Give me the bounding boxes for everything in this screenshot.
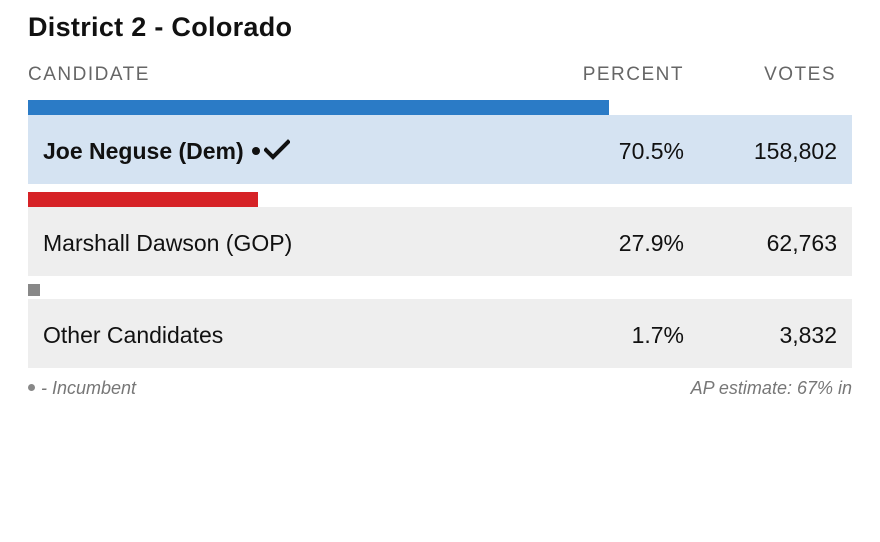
candidate-row-dawson: Marshall Dawson (GOP) 27.9% 62,763 <box>28 192 852 276</box>
candidate-name-label: Other Candidates <box>43 322 224 348</box>
candidate-name: Other Candidates <box>43 321 223 349</box>
candidate-name-label: Marshall Dawson (GOP) <box>43 230 293 256</box>
vote-share-bar <box>28 284 40 296</box>
candidate-row-other: Other Candidates 1.7% 3,832 <box>28 284 852 368</box>
candidate-votes: 158,802 <box>753 138 837 164</box>
candidate-name: Joe Neguse (Dem) <box>43 137 291 167</box>
checkmark-icon <box>262 139 291 167</box>
race-results-widget: District 2 - Colorado CANDIDATE PERCENT … <box>28 10 852 402</box>
ap-estimate-text: AP estimate: 67% in <box>690 378 852 398</box>
candidate-name-label: Joe Neguse (Dem) <box>43 138 244 164</box>
candidate-percent: 1.7% <box>631 322 684 348</box>
vote-share-bar-track <box>28 100 852 115</box>
results-footer: - Incumbent AP estimate: 67% in <box>28 378 852 402</box>
incumbent-legend-dot-icon <box>28 384 35 392</box>
vote-share-bar-track <box>28 192 852 207</box>
candidate-votes: 3,832 <box>779 322 837 348</box>
candidate-row-neguse: Joe Neguse (Dem) 70.5% 158,802 <box>28 100 852 184</box>
candidate-percent: 70.5% <box>618 138 684 164</box>
results-header: CANDIDATE PERCENT VOTES <box>28 64 852 100</box>
vote-share-bar <box>28 192 258 207</box>
incumbent-dot-icon <box>251 147 260 156</box>
vote-share-bar <box>28 100 609 115</box>
votes-column-header: VOTES <box>764 64 836 85</box>
vote-share-bar-track <box>28 284 852 299</box>
race-title: District 2 - Colorado <box>28 12 293 42</box>
candidate-column-header: CANDIDATE <box>28 64 150 85</box>
incumbent-legend: - Incumbent <box>28 378 136 399</box>
candidate-votes: 62,763 <box>766 230 837 256</box>
candidate-percent: 27.9% <box>618 230 684 256</box>
percent-column-header: PERCENT <box>582 64 684 85</box>
incumbent-legend-label: - Incumbent <box>41 378 137 398</box>
candidate-name: Marshall Dawson (GOP) <box>43 229 292 257</box>
